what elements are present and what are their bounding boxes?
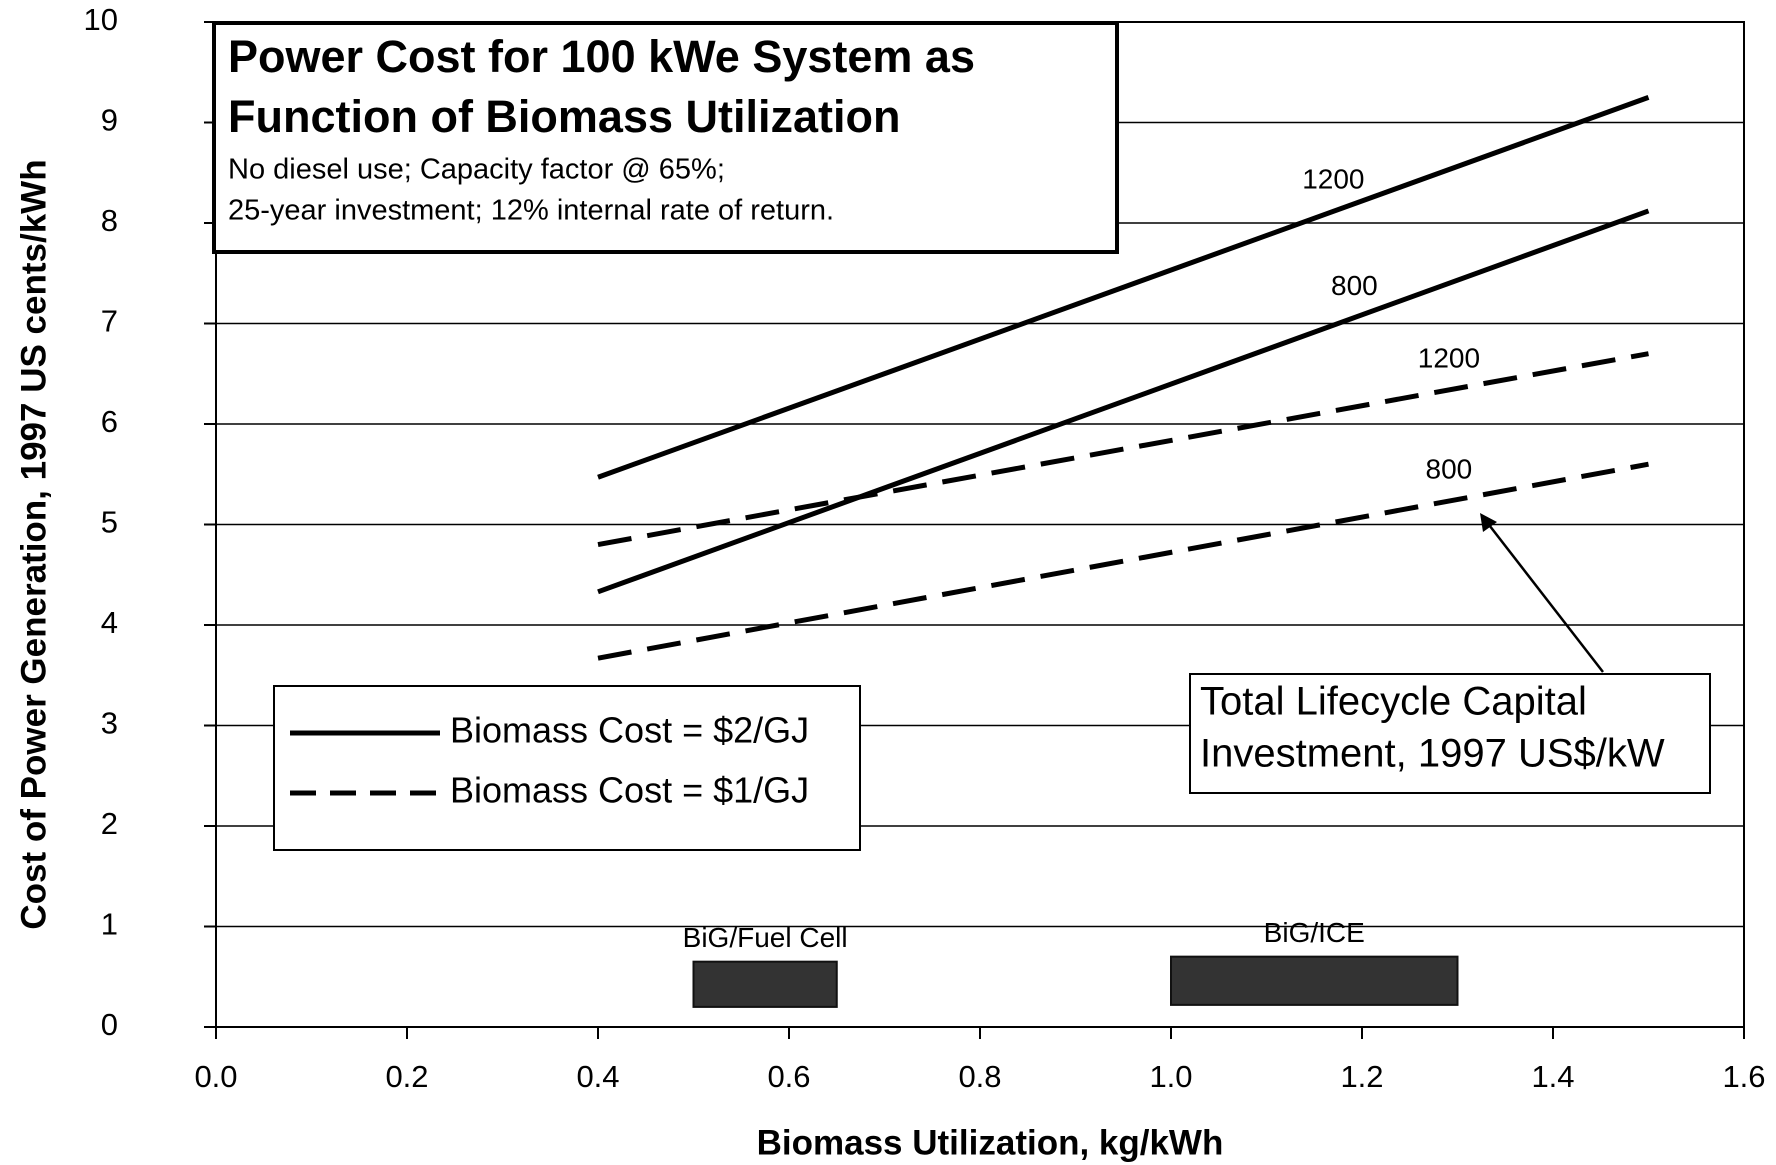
x-tick-label: 1.0	[1149, 1059, 1192, 1094]
y-tick-label: 7	[101, 304, 118, 339]
range-bar	[1170, 955, 1459, 1006]
title-box	[212, 21, 1119, 254]
y-tick-label: 9	[101, 103, 118, 138]
annotation-text: Investment, 1997 US$/kW	[1200, 732, 1665, 776]
y-tick-label: 5	[101, 505, 118, 540]
chart-title: Function of Biomass Utilization	[228, 91, 901, 142]
line-label: 800	[1426, 453, 1473, 484]
line	[597, 95, 1650, 480]
x-tick-label: 0.2	[385, 1059, 428, 1094]
x-tick-label: 0.8	[958, 1059, 1001, 1094]
legend-label: Biomass Cost = $1/GJ	[450, 770, 809, 811]
x-tick-label: 0.6	[767, 1059, 810, 1094]
annotation-box	[1189, 673, 1711, 794]
x-tick-label: 0.0	[194, 1059, 237, 1094]
chart-subtitle: No diesel use; Capacity factor @ 65%;	[228, 154, 725, 186]
y-tick-label: 2	[101, 806, 118, 841]
chart-title: Power Cost for 100 kWe System as	[228, 31, 975, 82]
line-label: 800	[1331, 270, 1378, 301]
y-tick-label: 10	[84, 2, 118, 37]
arrow-head	[1480, 513, 1497, 532]
range-bar	[692, 960, 838, 1008]
annotation-text: Total Lifecycle Capital	[1200, 680, 1587, 724]
chart-subtitle: 25-year investment; 12% internal rate of…	[228, 195, 834, 227]
line-label: 1200	[1418, 342, 1480, 373]
x-tick-label: 1.4	[1531, 1059, 1574, 1094]
y-axis-title: Cost of Power Generation, 1997 US cents/…	[14, 159, 53, 929]
legend-label: Biomass Cost = $2/GJ	[450, 710, 809, 751]
line-label: 1200	[1302, 164, 1364, 195]
range-label: BiG/Fuel Cell	[683, 922, 848, 953]
annotation-arrow	[1485, 520, 1604, 673]
x-axis-title: Biomass Utilization, kg/kWh	[757, 1123, 1224, 1162]
line	[597, 351, 1649, 548]
line	[597, 208, 1650, 595]
y-tick-label: 0	[101, 1007, 118, 1042]
y-tick-label: 6	[101, 404, 118, 439]
range-label: BiG/ICE	[1264, 917, 1365, 948]
y-tick-label: 8	[101, 203, 118, 238]
line	[597, 461, 1649, 661]
y-tick-label: 3	[101, 706, 118, 741]
y-tick-label: 4	[101, 605, 118, 640]
x-tick-label: 1.2	[1340, 1059, 1383, 1094]
x-tick-label: 1.6	[1722, 1059, 1765, 1094]
y-tick-label: 1	[101, 907, 118, 942]
x-tick-label: 0.4	[576, 1059, 619, 1094]
legend-box	[273, 685, 861, 851]
